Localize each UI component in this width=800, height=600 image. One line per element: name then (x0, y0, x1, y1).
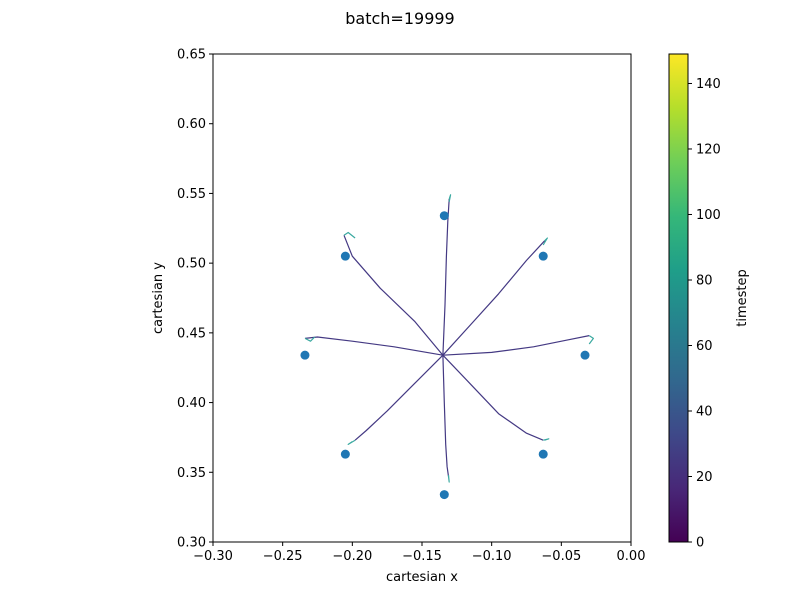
target-point (581, 351, 590, 360)
trajectory-line (443, 199, 449, 355)
y-tick-label: 0.50 (177, 257, 206, 272)
trajectory-tail (589, 336, 593, 344)
trajectory-line (443, 355, 543, 440)
y-axis-label: cartesian y (151, 262, 166, 334)
x-tick-label: −0.30 (193, 549, 233, 564)
x-axis-label: cartesian x (386, 570, 458, 585)
trajectory-line (443, 241, 545, 355)
x-tick-label: −0.20 (332, 549, 372, 564)
y-tick-label: 0.40 (177, 396, 206, 411)
trajectory-tail (344, 233, 355, 239)
colorbar-tick-label: 140 (696, 77, 721, 92)
colorbar-tick-label: 60 (696, 339, 713, 354)
y-tick-label: 0.30 (177, 536, 206, 551)
y-tick-label: 0.55 (177, 187, 206, 202)
target-point (539, 252, 548, 261)
colorbar (669, 54, 688, 542)
trajectory-line (344, 235, 443, 355)
trajectory-line (443, 336, 589, 356)
colorbar-tick-label: 100 (696, 208, 721, 223)
x-tick-label: −0.10 (472, 549, 512, 564)
trajectory-tail (348, 440, 355, 444)
target-point (341, 450, 350, 459)
x-axis: −0.30 −0.25 −0.20 −0.15 −0.10 −0.05 0.00 (193, 542, 645, 564)
y-tick-label: 0.45 (177, 326, 206, 341)
x-tick-label: −0.25 (263, 549, 303, 564)
trajectory-tail (543, 439, 549, 440)
colorbar-axis: 0 20 40 60 80 100 120 140 (688, 77, 721, 551)
y-tick-label: 0.60 (177, 117, 206, 132)
y-tick-label: 0.65 (177, 48, 206, 63)
target-point (341, 252, 350, 261)
colorbar-label: timestep (735, 269, 750, 327)
x-tick-label: −0.05 (541, 549, 581, 564)
trajectory-line (355, 355, 443, 440)
colorbar-tick-label: 120 (696, 142, 721, 157)
plot-frame (213, 54, 631, 542)
trajectory-tail (449, 475, 450, 482)
colorbar-tick-label: 20 (696, 470, 713, 485)
y-tick-label: 0.35 (177, 466, 206, 481)
target-point (539, 450, 548, 459)
y-axis: 0.30 0.35 0.40 0.45 0.50 0.55 0.60 0.65 (177, 48, 213, 551)
target-point (300, 351, 309, 360)
trajectory-line (305, 337, 443, 355)
target-point (440, 490, 449, 499)
x-tick-label: 0.00 (617, 549, 646, 564)
trajectory-line (443, 355, 449, 476)
colorbar-tick-label: 40 (696, 404, 713, 419)
colorbar-tick-label: 0 (696, 536, 704, 551)
trajectory-tail (449, 195, 450, 202)
colorbar-tick-label: 80 (696, 273, 713, 288)
trajectory-layer (305, 195, 593, 482)
target-point (440, 211, 449, 220)
x-tick-label: −0.15 (402, 549, 442, 564)
